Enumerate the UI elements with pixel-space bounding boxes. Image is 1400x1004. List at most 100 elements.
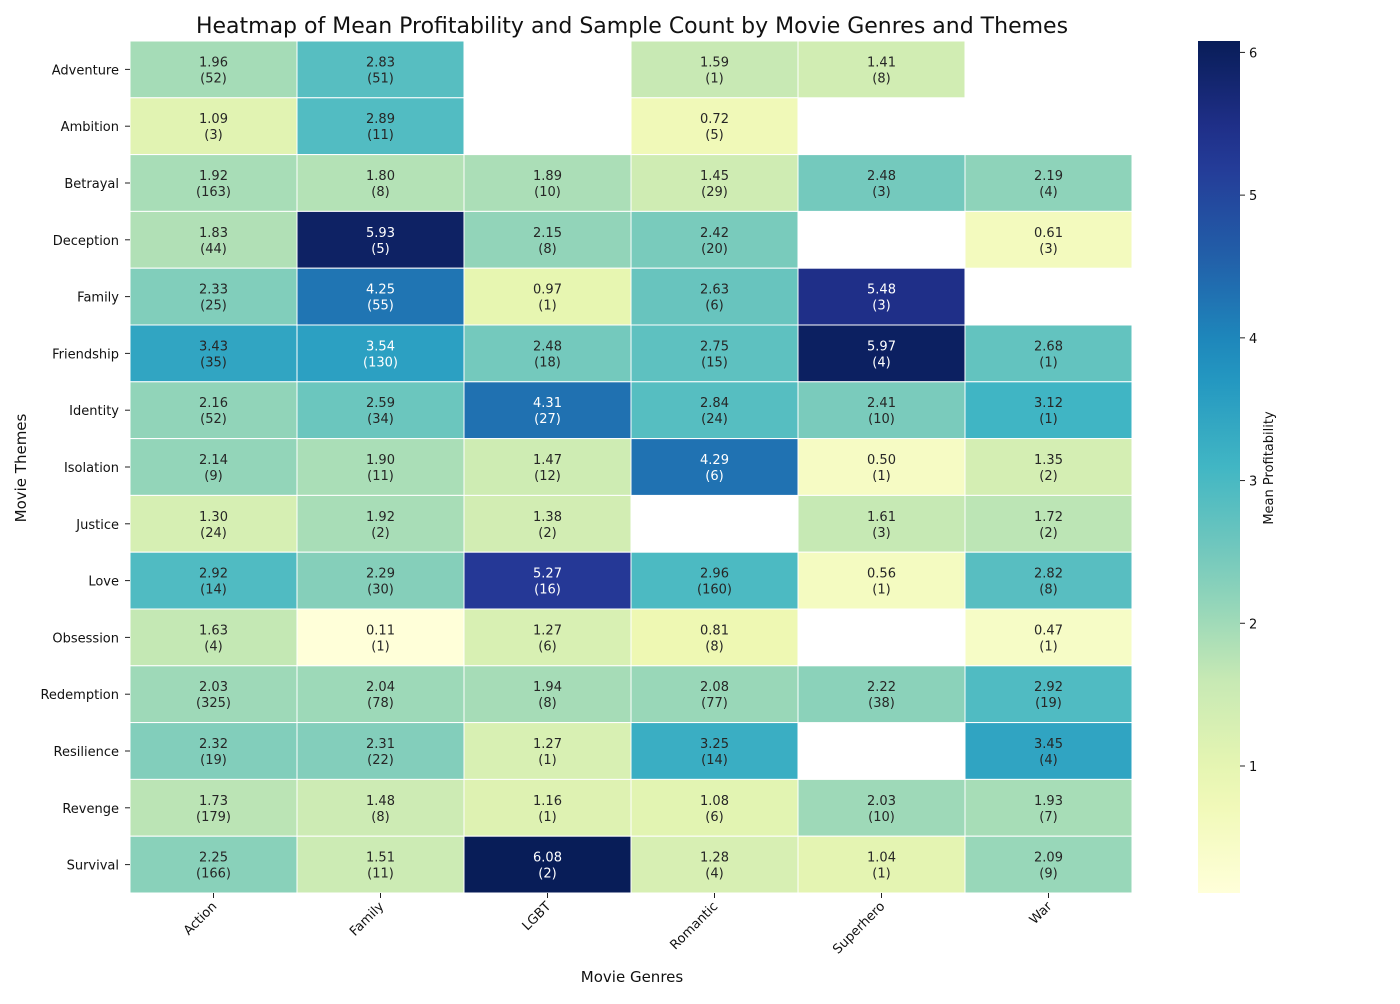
cell-count-label: (25)	[200, 299, 227, 314]
heatmap-cell	[463, 494, 632, 553]
cell-count-label: (19)	[1035, 696, 1062, 711]
cell-value-label: 4.25	[366, 283, 395, 298]
cell-value-label: 2.29	[366, 567, 395, 582]
heatmap-cell	[296, 267, 465, 326]
cell-count-label: (1)	[705, 71, 723, 86]
heatmap-cell	[129, 778, 298, 837]
cell-value-label: 2.84	[700, 396, 729, 411]
cell-count-label: (20)	[701, 242, 728, 257]
x-tick-label: LGBT	[520, 899, 555, 934]
cell-count-label: (24)	[701, 412, 728, 427]
cell-count-label: (52)	[200, 71, 227, 86]
cell-value-label: 2.41	[867, 396, 896, 411]
heatmap-cell	[964, 494, 1133, 553]
cell-value-label: 0.50	[867, 453, 896, 468]
cell-value-label: 3.45	[1034, 737, 1063, 752]
cell-value-label: 0.11	[366, 623, 395, 638]
heatmap-cell	[296, 97, 465, 156]
cell-count-label: (34)	[367, 412, 394, 427]
colorbar-tick-label: 1	[1249, 760, 1257, 775]
cell-value-label: 1.90	[366, 453, 395, 468]
colorbar-tick-label: 4	[1249, 332, 1257, 347]
cell-count-label: (12)	[534, 469, 561, 484]
cell-count-label: (11)	[367, 128, 394, 143]
cell-value-label: 1.27	[533, 623, 562, 638]
colorbar-tick-label: 5	[1249, 189, 1257, 204]
heatmap-cell	[630, 210, 799, 269]
cell-count-label: (179)	[196, 810, 231, 825]
cell-value-label: 2.03	[867, 794, 896, 809]
cell-value-label: 1.63	[199, 623, 228, 638]
cell-value-label: 0.56	[867, 567, 896, 582]
cell-count-label: (2)	[538, 867, 556, 882]
heatmap-cell	[463, 551, 632, 610]
cell-value-label: 2.89	[366, 112, 395, 127]
cell-value-label: 2.92	[199, 567, 228, 582]
cell-count-label: (2)	[538, 526, 556, 541]
cell-value-label: 1.04	[867, 851, 896, 866]
heatmap-cell	[797, 40, 966, 99]
cell-count-label: (22)	[367, 753, 394, 768]
cell-value-label: 1.27	[533, 737, 562, 752]
x-axis-label: Movie Genres	[581, 968, 684, 986]
heatmap-cell	[296, 381, 465, 440]
cell-value-label: 2.22	[867, 680, 896, 695]
cell-value-label: 2.15	[533, 226, 562, 241]
cell-count-label: (11)	[367, 469, 394, 484]
cell-value-label: 5.93	[366, 226, 395, 241]
heatmap-cell	[797, 551, 966, 610]
cell-value-label: 2.16	[199, 396, 228, 411]
y-tick-label: Friendship	[52, 347, 119, 362]
heatmap-cell	[129, 267, 298, 326]
cell-count-label: (8)	[538, 696, 556, 711]
heatmap-cell	[129, 438, 298, 496]
cell-value-label: 1.48	[366, 794, 395, 809]
heatmap-cell	[630, 551, 799, 610]
cell-value-label: 3.25	[700, 737, 729, 752]
heatmap-cell	[296, 324, 465, 383]
cell-count-label: (160)	[697, 583, 732, 598]
cell-count-label: (8)	[1039, 583, 1057, 598]
cell-count-label: (15)	[701, 355, 728, 370]
cell-value-label: 4.31	[533, 396, 562, 411]
heatmap-cell	[630, 438, 799, 496]
heatmap-cell	[964, 835, 1133, 894]
cell-count-label: (35)	[200, 355, 227, 370]
heatmap-cell	[797, 267, 966, 326]
cell-value-label: 2.68	[1034, 339, 1063, 354]
cell-value-label: 2.42	[700, 226, 729, 241]
cell-count-label: (6)	[538, 639, 556, 654]
heatmap-cell	[797, 154, 966, 212]
cell-value-label: 3.43	[199, 339, 228, 354]
heatmap-cell	[463, 154, 632, 212]
y-tick-label: Isolation	[64, 461, 119, 476]
heatmap-cell	[964, 381, 1133, 440]
heatmap-cell	[964, 154, 1133, 212]
x-tick-label: Action	[181, 899, 220, 938]
cell-count-label: (24)	[200, 526, 227, 541]
y-tick-label: Family	[77, 291, 119, 306]
heatmap-cell	[129, 210, 298, 269]
cell-count-label: (16)	[534, 583, 561, 598]
cell-count-label: (3)	[204, 128, 222, 143]
cell-value-label: 2.83	[366, 55, 395, 70]
heatmap-cell	[964, 551, 1133, 610]
heatmap-cell	[797, 665, 966, 724]
cell-value-label: 1.28	[700, 851, 729, 866]
cell-count-label: (5)	[371, 242, 389, 257]
heatmap-cell	[630, 835, 799, 894]
cell-value-label: 2.08	[700, 680, 729, 695]
cell-value-label: 1.83	[199, 226, 228, 241]
cell-value-label: 2.48	[533, 339, 562, 354]
cell-count-label: (38)	[868, 696, 895, 711]
cell-count-label: (8)	[371, 185, 389, 200]
heatmap-cell	[296, 551, 465, 610]
cell-count-label: (130)	[363, 355, 398, 370]
heatmap-cell	[463, 438, 632, 496]
heatmap-cell	[964, 210, 1133, 269]
cell-value-label: 2.31	[366, 737, 395, 752]
heatmap-cell	[296, 835, 465, 894]
cell-value-label: 3.12	[1034, 396, 1063, 411]
cell-count-label: (4)	[705, 867, 723, 882]
